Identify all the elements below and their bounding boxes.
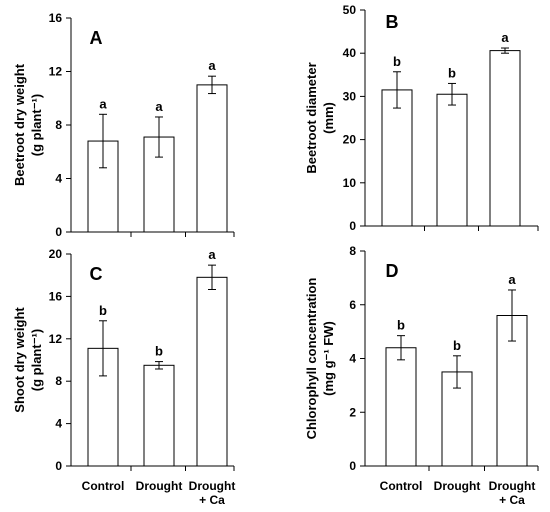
y-tick-label: 0 [55, 459, 62, 473]
y-tick-label: 0 [55, 225, 62, 239]
y-tick-label: 16 [49, 289, 63, 303]
significance-letter: a [99, 96, 107, 111]
significance-letter: a [501, 30, 509, 45]
y-tick-label: 30 [343, 89, 357, 103]
significance-letter: b [393, 54, 401, 69]
y-axis-title: Beetroot diameter [304, 62, 319, 173]
x-tick-label: Drought [434, 479, 481, 493]
significance-letter: b [453, 338, 461, 353]
y-axis-title: (g plant⁻¹) [29, 94, 44, 156]
y-axis-title: Beetroot dry weight [12, 63, 27, 186]
y-axis-title: (mg g⁻¹ FW) [321, 321, 336, 396]
y-axis-title: Shoot dry weight [12, 307, 27, 413]
y-tick-label: 20 [343, 133, 357, 147]
bar-a-1 [143, 136, 175, 233]
y-tick-label: 12 [49, 332, 63, 346]
bar-a-2 [196, 84, 228, 233]
x-tick-label: Control [82, 479, 125, 493]
significance-letter: a [208, 58, 216, 73]
chart-panel-a: 0 4 8 12 16 a a a A Beetroot dry weight (g plant⁻¹… [12, 11, 235, 239]
bar-d-0 [385, 347, 417, 467]
y-tick-label: 16 [49, 11, 63, 25]
bar-b-2 [489, 50, 521, 227]
x-tick-label-line2: + Ca [199, 493, 225, 507]
y-tick-label: 0 [349, 459, 356, 473]
y-tick-label: 8 [55, 118, 62, 132]
y-tick-label: 12 [49, 65, 63, 79]
y-axis-title: Chlorophyll concentration [304, 278, 319, 440]
panel-label: A [90, 28, 103, 48]
y-tick-label: 50 [343, 3, 357, 17]
y-tick-label: 8 [55, 374, 62, 388]
y-tick-label: 0 [349, 219, 356, 233]
x-tick-label: Drought [189, 479, 236, 493]
bar-b-0 [381, 89, 413, 227]
significance-letter: a [155, 99, 163, 114]
x-tick-label: Control [380, 479, 423, 493]
significance-letter: a [508, 272, 516, 287]
significance-letter: a [208, 247, 216, 262]
y-tick-label: 4 [349, 352, 356, 366]
panel-label: D [386, 261, 399, 281]
y-tick-label: 8 [349, 244, 356, 258]
y-axis-title: (mm) [321, 102, 336, 134]
y-axis-title: (g plant⁻¹) [29, 329, 44, 391]
panel-label: C [90, 264, 103, 284]
x-tick-label: Drought [489, 479, 536, 493]
y-tick-label: 20 [49, 247, 63, 261]
significance-letter: b [397, 318, 405, 333]
significance-letter: b [99, 303, 107, 318]
x-tick-label-line2: + Ca [499, 493, 525, 507]
significance-letter: b [448, 65, 456, 80]
y-tick-label: 40 [343, 46, 357, 60]
y-tick-label: 4 [55, 417, 62, 431]
bar-c-2 [196, 276, 228, 467]
significance-letter: b [155, 344, 163, 359]
panel-label: B [386, 12, 399, 32]
y-tick-label: 2 [349, 405, 356, 419]
bar-b-1 [436, 93, 468, 227]
x-tick-label: Drought [136, 479, 183, 493]
y-tick-label: 4 [55, 172, 62, 186]
bar-c-1 [143, 364, 175, 467]
y-tick-label: 10 [343, 176, 357, 190]
y-tick-label: 6 [349, 298, 356, 312]
chart-panel-b: 0 10 20 30 40 50 b b a B Beetroot diameter (mm) [304, 3, 539, 233]
